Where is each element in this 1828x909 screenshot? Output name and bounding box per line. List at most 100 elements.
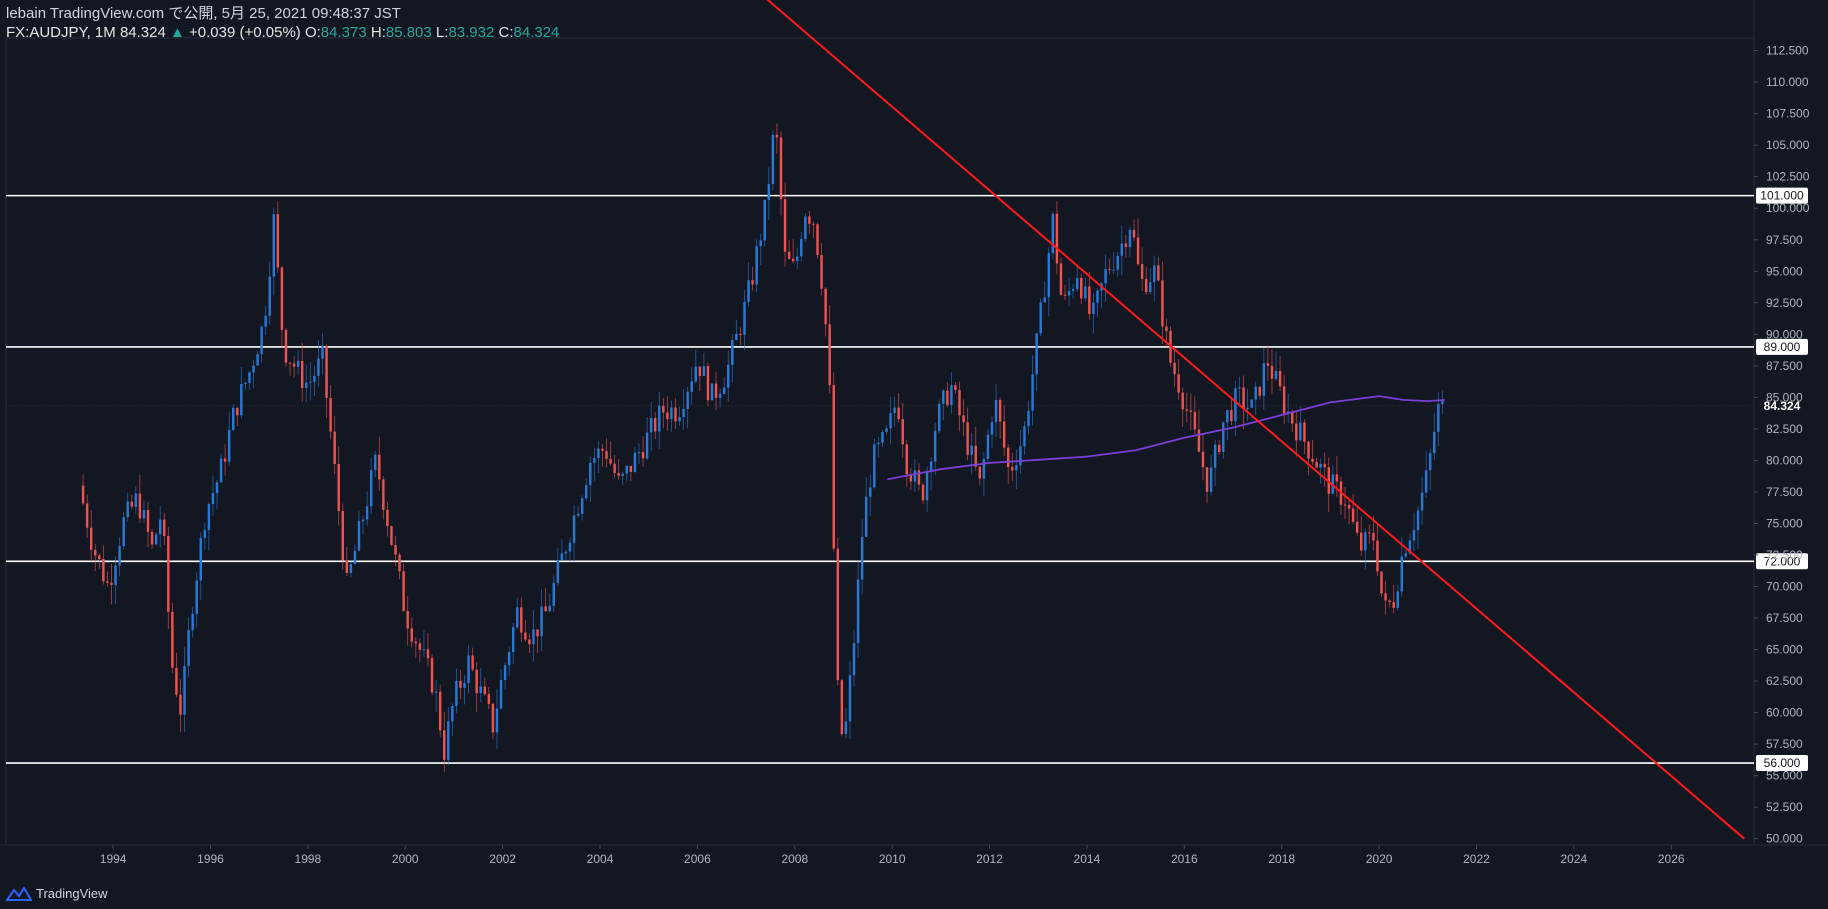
x-tick-label: 1996 bbox=[197, 852, 224, 866]
candle-body bbox=[85, 503, 89, 528]
candle-body bbox=[710, 383, 714, 401]
candle-body bbox=[329, 397, 332, 432]
candle-body bbox=[495, 708, 499, 733]
close-label: C: bbox=[498, 24, 514, 41]
level-tag bbox=[1756, 755, 1808, 772]
candle-body bbox=[653, 418, 657, 432]
candle-body bbox=[901, 419, 904, 445]
candle-body bbox=[1380, 571, 1383, 594]
candle-body bbox=[1112, 269, 1115, 271]
candle-body bbox=[950, 385, 953, 406]
candle-body bbox=[1230, 410, 1233, 422]
candle-body bbox=[232, 407, 235, 431]
candle-body bbox=[386, 509, 389, 527]
candle-body bbox=[1307, 441, 1310, 459]
candle-body bbox=[288, 362, 292, 364]
candle-body bbox=[438, 691, 442, 731]
candle-body bbox=[1242, 387, 1245, 410]
candle-body bbox=[524, 632, 527, 640]
candle-body bbox=[633, 452, 637, 473]
candle-body bbox=[1067, 291, 1071, 296]
candle-body bbox=[1295, 423, 1298, 441]
candle-body bbox=[889, 413, 892, 429]
candle-body bbox=[223, 458, 227, 462]
candle-body bbox=[690, 381, 693, 392]
candle-body bbox=[1278, 371, 1282, 387]
candle-body bbox=[357, 521, 361, 551]
x-tick-label: 2016 bbox=[1171, 852, 1198, 866]
footer-brand[interactable]: TradingView bbox=[6, 886, 108, 901]
time-axis[interactable]: 1994 1996 1998 2000 2002 2004 2006 2008 2010 2012… bbox=[100, 845, 1685, 866]
candle-body bbox=[828, 324, 831, 386]
candle-body bbox=[313, 375, 316, 382]
candle-body bbox=[1266, 363, 1270, 366]
x-tick-label: 2000 bbox=[392, 852, 419, 866]
candle-body bbox=[536, 629, 539, 637]
candle-body bbox=[909, 474, 913, 482]
x-tick-label: 2018 bbox=[1268, 852, 1295, 866]
x-tick-label: 2024 bbox=[1560, 852, 1587, 866]
candle-body bbox=[471, 655, 474, 670]
candle-body bbox=[787, 251, 791, 259]
symbol-label[interactable]: FX:AUDJPY, 1M bbox=[6, 24, 116, 41]
candle-body bbox=[694, 366, 698, 382]
candle-body bbox=[585, 485, 588, 499]
candle-body bbox=[142, 510, 146, 519]
candle-body bbox=[1201, 451, 1205, 468]
candle-body bbox=[1347, 504, 1351, 509]
candle-body bbox=[645, 432, 649, 459]
candle-body bbox=[881, 431, 884, 443]
y-tick-label: 57.500 bbox=[1766, 737, 1803, 751]
candle-body bbox=[1120, 243, 1124, 256]
candle-body bbox=[812, 223, 815, 225]
candle-body bbox=[1059, 263, 1063, 295]
y-tick-label: 70.000 bbox=[1766, 580, 1803, 594]
candle-body bbox=[511, 627, 515, 653]
candle-body bbox=[1149, 282, 1152, 293]
candle-body bbox=[1140, 264, 1144, 279]
candle-body bbox=[134, 493, 138, 507]
candle-body bbox=[921, 484, 925, 501]
candle-body bbox=[1157, 265, 1160, 281]
candle-body bbox=[974, 445, 977, 467]
candle-body bbox=[138, 493, 142, 519]
plot-frame bbox=[5, 37, 1755, 846]
candle-body bbox=[625, 465, 629, 474]
candle-body bbox=[609, 458, 612, 464]
candle-body bbox=[593, 458, 596, 463]
y-tick-label: 67.500 bbox=[1766, 611, 1803, 625]
candle-body bbox=[917, 470, 921, 485]
candle-body bbox=[856, 579, 860, 644]
candle-body bbox=[641, 452, 645, 459]
candle-body bbox=[414, 641, 418, 644]
y-tick-label: 60.000 bbox=[1766, 706, 1803, 720]
candle-body bbox=[434, 691, 438, 693]
candle-body bbox=[402, 571, 405, 611]
candle-body bbox=[1071, 289, 1075, 292]
candle-body bbox=[1043, 297, 1046, 303]
candle-body bbox=[938, 403, 941, 431]
candle-body bbox=[544, 606, 547, 612]
candle-body bbox=[183, 665, 186, 715]
candle-body bbox=[520, 607, 523, 633]
candle-body bbox=[1416, 510, 1420, 531]
price-axis[interactable]: 50.000 52.500 55.000 57.500 60.000 62.500 65.0… bbox=[1754, 44, 1810, 846]
candle-body bbox=[1161, 280, 1164, 327]
candle-body bbox=[1035, 333, 1038, 375]
candle-body bbox=[1396, 591, 1399, 608]
chart-grid bbox=[0, 0, 1828, 846]
candle-body bbox=[682, 409, 685, 418]
candle-body bbox=[1412, 530, 1416, 541]
candle-body bbox=[783, 199, 787, 252]
high-value: 85.803 bbox=[385, 24, 432, 41]
candle-body bbox=[1096, 290, 1099, 303]
candle-body bbox=[1262, 363, 1266, 396]
y-tick-label: 77.500 bbox=[1766, 485, 1803, 499]
candle-body bbox=[678, 417, 681, 422]
candle-body bbox=[1258, 386, 1262, 396]
candle-body bbox=[852, 643, 856, 676]
candle-body bbox=[759, 240, 762, 247]
candle-body bbox=[739, 333, 742, 335]
candle-body bbox=[1234, 388, 1237, 422]
